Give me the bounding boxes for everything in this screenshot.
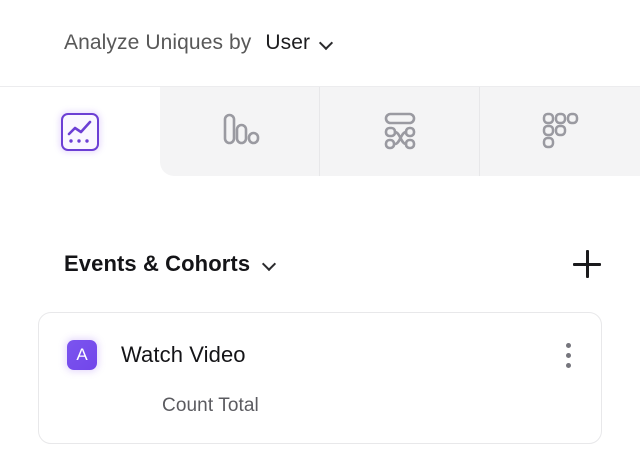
tab-retention[interactable]	[480, 87, 640, 176]
analyze-label: Analyze Uniques by	[64, 31, 252, 54]
flow-paths-icon	[378, 107, 422, 156]
chevron-down-icon	[320, 37, 333, 50]
bar-chart-icon	[218, 107, 262, 156]
event-measure[interactable]: Count Total	[162, 395, 259, 416]
events-cohorts-toggle[interactable]: Events & Cohorts	[64, 251, 276, 277]
analyze-by-value: User	[265, 31, 311, 54]
tab-flows[interactable]	[320, 87, 480, 176]
header-divider	[0, 86, 640, 87]
kebab-menu-icon[interactable]	[555, 340, 581, 370]
plus-icon[interactable]	[570, 247, 604, 281]
kebab-dot	[565, 352, 571, 358]
analyze-by-dropdown[interactable]: User	[265, 31, 333, 55]
analyze-header: Analyze Uniques by User	[0, 0, 640, 86]
chevron-down-icon	[263, 258, 276, 271]
trend-line-chart-icon	[61, 112, 99, 151]
event-letter-badge: A	[67, 340, 97, 370]
dot-grid-icon	[538, 107, 582, 156]
events-cohorts-section-header: Events & Cohorts	[0, 240, 640, 288]
tab-segmentation[interactable]	[0, 87, 160, 176]
kebab-dot	[565, 342, 571, 348]
event-card-main-row: A Watch Video	[39, 313, 601, 397]
chart-type-tabs	[0, 87, 640, 176]
kebab-dot	[565, 362, 571, 368]
event-card[interactable]: A Watch Video Count Total	[38, 312, 602, 444]
tab-funnels[interactable]	[160, 87, 320, 176]
event-name[interactable]: Watch Video	[121, 342, 246, 367]
section-title: Events & Cohorts	[64, 251, 251, 276]
